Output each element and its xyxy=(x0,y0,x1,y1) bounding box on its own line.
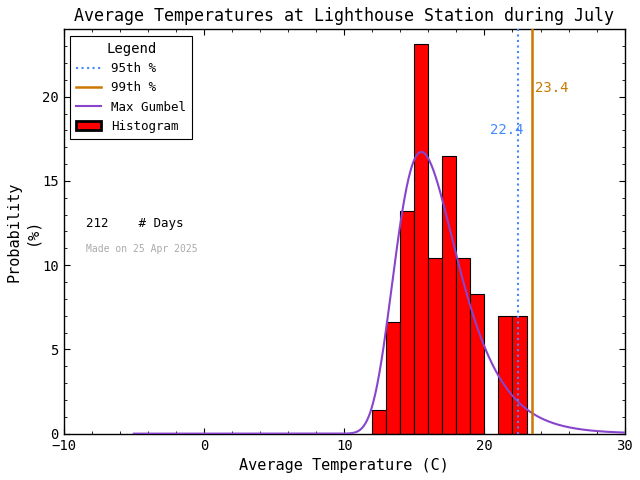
Text: Made on 25 Apr 2025: Made on 25 Apr 2025 xyxy=(86,243,198,253)
Title: Average Temperatures at Lighthouse Station during July: Average Temperatures at Lighthouse Stati… xyxy=(74,7,614,25)
Bar xyxy=(513,316,527,433)
Bar xyxy=(428,258,442,433)
Bar xyxy=(372,410,387,433)
Legend: 95th %, 99th %, Max Gumbel, Histogram: 95th %, 99th %, Max Gumbel, Histogram xyxy=(70,36,193,139)
Text: 212    # Days: 212 # Days xyxy=(86,217,184,230)
Y-axis label: Probability
(%): Probability (%) xyxy=(7,181,39,282)
Bar xyxy=(456,258,470,433)
Text: 22.4: 22.4 xyxy=(490,123,524,137)
Bar xyxy=(499,316,513,433)
Bar xyxy=(387,323,400,433)
Bar xyxy=(442,156,456,433)
Bar xyxy=(400,211,414,433)
X-axis label: Average Temperature (C): Average Temperature (C) xyxy=(239,458,449,473)
Text: 23.4: 23.4 xyxy=(535,81,568,95)
Bar xyxy=(414,45,428,433)
Bar xyxy=(470,294,484,433)
